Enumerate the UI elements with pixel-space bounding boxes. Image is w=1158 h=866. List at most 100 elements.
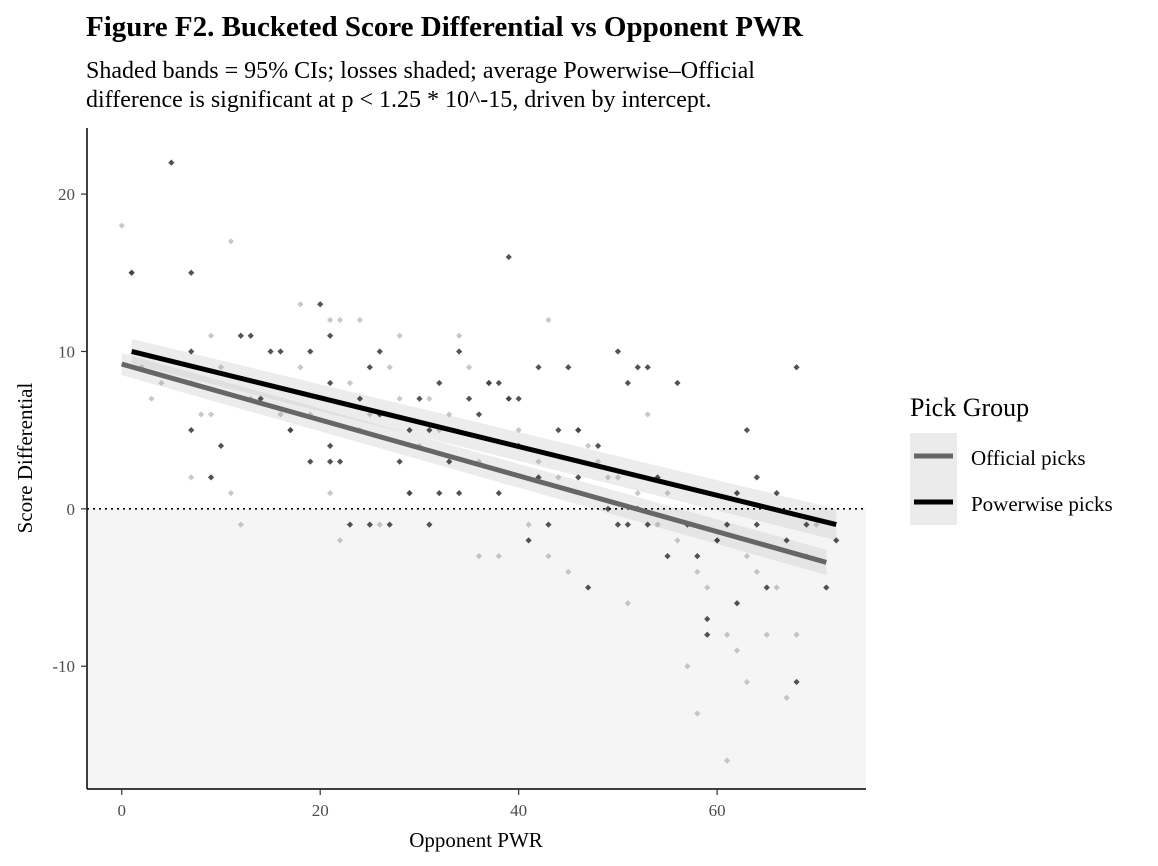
data-point-official — [743, 552, 751, 560]
data-point-powerwise — [525, 537, 532, 544]
data-point-powerwise — [674, 379, 681, 387]
data-point-powerwise — [267, 348, 274, 355]
data-point-official — [763, 631, 770, 638]
data-point-official — [743, 678, 751, 686]
data-point-powerwise — [515, 395, 522, 402]
data-point-powerwise — [168, 159, 175, 166]
chart-subtitle-line-1: Shaded bands = 95% CIs; losses shaded; a… — [86, 58, 755, 84]
data-point-powerwise — [188, 427, 195, 434]
data-point-official — [207, 332, 215, 339]
data-point-powerwise — [753, 474, 760, 481]
data-point-powerwise — [436, 490, 443, 497]
data-point-powerwise — [495, 379, 502, 387]
data-point-official — [118, 222, 125, 229]
data-point-powerwise — [376, 348, 383, 355]
legend-title: Pick Group — [910, 393, 1029, 422]
data-point-powerwise — [803, 521, 810, 528]
data-point-powerwise — [763, 584, 770, 591]
data-point-powerwise — [614, 348, 622, 355]
data-point-powerwise — [317, 301, 324, 308]
data-point-powerwise — [307, 348, 314, 355]
data-point-official — [456, 332, 463, 339]
legend-label-powerwise-picks: Powerwise picks — [971, 492, 1113, 516]
data-point-official — [624, 600, 631, 607]
data-point-official — [396, 395, 403, 402]
data-point-official — [465, 364, 473, 371]
data-point-official — [694, 568, 701, 575]
data-point-powerwise — [237, 332, 244, 339]
data-point-powerwise — [217, 442, 225, 450]
data-point-powerwise — [624, 379, 631, 387]
x-axis-ticks: 0 20 40 60 — [117, 789, 726, 820]
data-point-official — [684, 663, 691, 670]
data-point-powerwise — [833, 537, 840, 544]
data-point-official — [515, 427, 522, 434]
y-tick-label: 0 — [67, 500, 76, 519]
data-point-official — [674, 537, 681, 544]
y-tick-label: -10 — [52, 657, 75, 676]
data-point-powerwise — [664, 552, 671, 560]
data-point-official — [773, 584, 780, 591]
data-point-official — [237, 521, 244, 528]
data-point-powerwise — [704, 631, 711, 638]
data-point-powerwise — [416, 395, 423, 402]
data-point-powerwise — [694, 552, 701, 560]
data-point-powerwise — [426, 427, 433, 434]
data-point-official — [446, 411, 453, 418]
x-axis-label: Opponent PWR — [409, 828, 543, 852]
x-tick-label: 40 — [510, 801, 527, 820]
data-point-powerwise — [723, 521, 731, 528]
data-point-powerwise — [614, 521, 622, 528]
data-point-official — [723, 631, 731, 638]
data-point-official — [545, 552, 552, 560]
data-point-official — [207, 411, 215, 418]
data-point-powerwise — [406, 490, 413, 497]
data-point-official — [148, 395, 155, 402]
fit-line-powerwise — [131, 349, 837, 528]
data-point-powerwise — [247, 332, 254, 339]
data-point-powerwise — [733, 600, 741, 607]
data-point-official — [327, 490, 334, 497]
data-point-powerwise — [704, 615, 711, 623]
data-point-powerwise — [336, 458, 344, 465]
data-point-official — [426, 395, 433, 402]
data-point-official — [525, 521, 532, 528]
data-point-powerwise — [406, 427, 413, 434]
plot-area — [87, 159, 866, 789]
data-point-official — [297, 364, 304, 371]
data-point-powerwise — [456, 490, 463, 497]
y-axis-ticks: -10 0 10 20 — [52, 185, 87, 676]
data-point-powerwise — [644, 521, 651, 528]
x-tick-label: 60 — [709, 801, 726, 820]
data-point-powerwise — [823, 584, 830, 591]
data-point-powerwise — [327, 458, 334, 465]
data-point-official — [654, 521, 661, 528]
data-point-official — [386, 364, 393, 371]
data-point-powerwise — [465, 395, 473, 402]
data-point-powerwise — [753, 521, 760, 528]
data-point-powerwise — [287, 427, 294, 434]
data-point-powerwise — [585, 584, 592, 591]
data-point-powerwise — [644, 364, 651, 371]
axes: 0 20 40 60 -10 0 10 20 — [52, 128, 866, 820]
data-point-official — [753, 568, 760, 575]
fit-line-official — [121, 361, 827, 565]
fit-lines — [121, 349, 837, 565]
data-point-official — [723, 757, 731, 764]
data-point-powerwise — [714, 537, 721, 544]
data-point-powerwise — [575, 427, 582, 434]
data-point-official — [346, 379, 354, 387]
legend-label-official-picks: Official picks — [971, 446, 1086, 470]
data-point-powerwise — [743, 427, 751, 434]
data-point-powerwise — [505, 395, 512, 402]
data-point-powerwise — [446, 458, 453, 465]
data-point-official — [545, 316, 552, 324]
data-point-official — [158, 379, 165, 387]
data-point-official — [396, 332, 403, 339]
data-point-official — [277, 411, 284, 418]
data-point-powerwise — [545, 521, 552, 528]
data-point-powerwise — [565, 364, 572, 371]
data-point-powerwise — [366, 364, 373, 371]
data-point-official — [227, 238, 235, 245]
data-point-powerwise — [495, 490, 502, 497]
